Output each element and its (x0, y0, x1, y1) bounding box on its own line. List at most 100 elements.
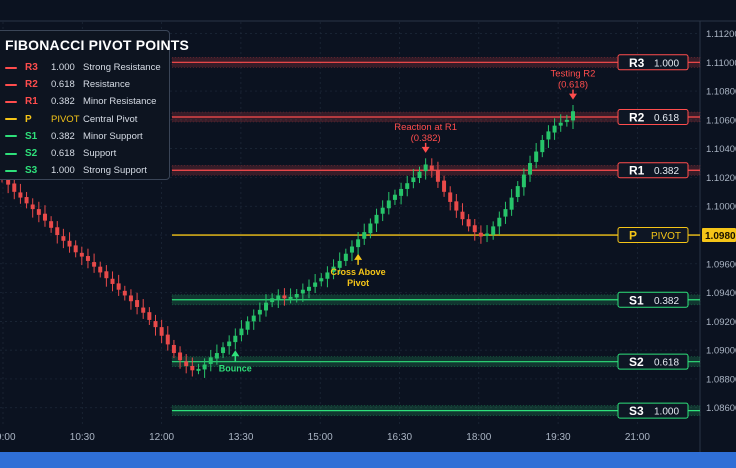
candle-body (85, 256, 90, 261)
candle-body (12, 183, 17, 192)
level-code: S2 (629, 355, 644, 369)
candle-body (362, 232, 367, 239)
candle-body (153, 321, 158, 328)
candle-body (478, 232, 483, 237)
candle-body (141, 307, 146, 313)
candle-body (24, 197, 29, 204)
legend-desc: Resistance (83, 79, 130, 91)
candle-body (288, 296, 293, 299)
candle-body (30, 204, 35, 210)
candle-body (546, 131, 551, 140)
level-ratio: 1.000 (654, 58, 679, 69)
candle-body (528, 163, 533, 175)
candle-body (184, 361, 189, 366)
candle-body (251, 315, 256, 322)
candle-body (491, 226, 496, 235)
candle-body (42, 213, 47, 221)
annotation-text: Cross Above (331, 267, 386, 277)
candle-body (171, 344, 176, 354)
legend-swatch (5, 169, 17, 172)
legend-rows: R3 1.000 Strong Resistance R2 0.618 Resistanc… (5, 59, 169, 179)
candle-body (92, 262, 97, 267)
candle-body (380, 207, 385, 214)
y-tick-label: 1.09400 (706, 288, 736, 299)
legend-swatch (5, 66, 17, 69)
legend-desc: Minor Resistance (83, 96, 157, 108)
legend-swatch (5, 118, 17, 121)
candle-body (571, 111, 575, 121)
y-tick-label: 1.10000 (706, 202, 736, 213)
candle-body (306, 286, 311, 291)
candle-body (466, 219, 471, 227)
candle-body (558, 122, 563, 126)
y-tick-label: 1.10800 (706, 87, 736, 98)
legend-desc: Strong Resistance (83, 62, 161, 74)
candle-body (116, 283, 121, 290)
y-tick-label: 1.09600 (706, 259, 736, 270)
candle-body (49, 221, 54, 228)
x-tick-label: 15:00 (308, 432, 333, 443)
level-code: R1 (629, 164, 645, 178)
y-tick-label: 1.11200 (706, 29, 736, 40)
candle-body (423, 164, 428, 172)
level-ratio: 0.618 (654, 113, 679, 124)
candle-body (147, 312, 152, 320)
candle-body (319, 278, 324, 282)
x-tick-label: 21:00 (625, 432, 650, 443)
annotation-arrow-down (569, 93, 577, 100)
candle-body (245, 321, 250, 330)
candle-body (55, 227, 60, 236)
current-price-label: 1.0980 (705, 231, 736, 242)
candle-body (282, 295, 287, 299)
annotation-text-2: Pivot (347, 278, 369, 288)
candle-body (239, 328, 244, 336)
legend-desc: Strong Support (83, 165, 147, 177)
candle-body (356, 239, 361, 248)
legend-item-s2: S2 0.618 Support (5, 145, 169, 162)
candle-body (110, 278, 115, 284)
candle-body (294, 294, 299, 298)
candle-body (454, 201, 459, 211)
level-badge-r1 (617, 162, 689, 179)
candle-body (509, 197, 514, 210)
candle-body (552, 125, 557, 133)
y-tick-label: 1.10600 (706, 115, 736, 126)
candle-body (405, 183, 410, 189)
candle-body (368, 223, 373, 234)
y-tick-label: 1.10200 (706, 173, 736, 184)
legend-swatch (5, 83, 17, 86)
candle-body (337, 260, 342, 268)
y-tick-label: 1.11000 (706, 58, 736, 69)
candle-body (18, 192, 23, 198)
candle-body (374, 214, 379, 224)
legend-desc: Minor Support (83, 130, 143, 142)
candle-body (190, 365, 195, 371)
level-ratio: PIVOT (651, 231, 681, 242)
candle-body (276, 295, 281, 300)
x-tick-label: 19:30 (546, 432, 571, 443)
legend-code: P (25, 113, 32, 125)
level-badge-s3 (617, 402, 689, 419)
annotation-text: Reaction at R1 (394, 122, 457, 133)
legend-swatch (5, 135, 17, 138)
level-ratio: 1.000 (654, 407, 679, 418)
candle-body (165, 334, 170, 345)
legend-swatch (5, 100, 17, 103)
y-tick-label: 1.09000 (706, 346, 736, 357)
legend-item-r2: R2 0.618 Resistance (5, 76, 169, 93)
candle-body (399, 188, 404, 196)
candle-body (540, 140, 545, 153)
candle-body (128, 295, 133, 302)
legend-desc: Support (83, 148, 117, 160)
candle-body (325, 272, 330, 279)
candle-body (503, 209, 508, 217)
x-tick-label: 18:00 (466, 432, 491, 443)
candle-body (214, 353, 219, 359)
candle-body (435, 170, 440, 182)
candle-body (497, 217, 502, 227)
legend-ratio: PIVOT (51, 113, 80, 125)
candle-body (442, 180, 447, 192)
candle-body (564, 119, 569, 122)
level-ratio: 0.382 (654, 166, 679, 177)
